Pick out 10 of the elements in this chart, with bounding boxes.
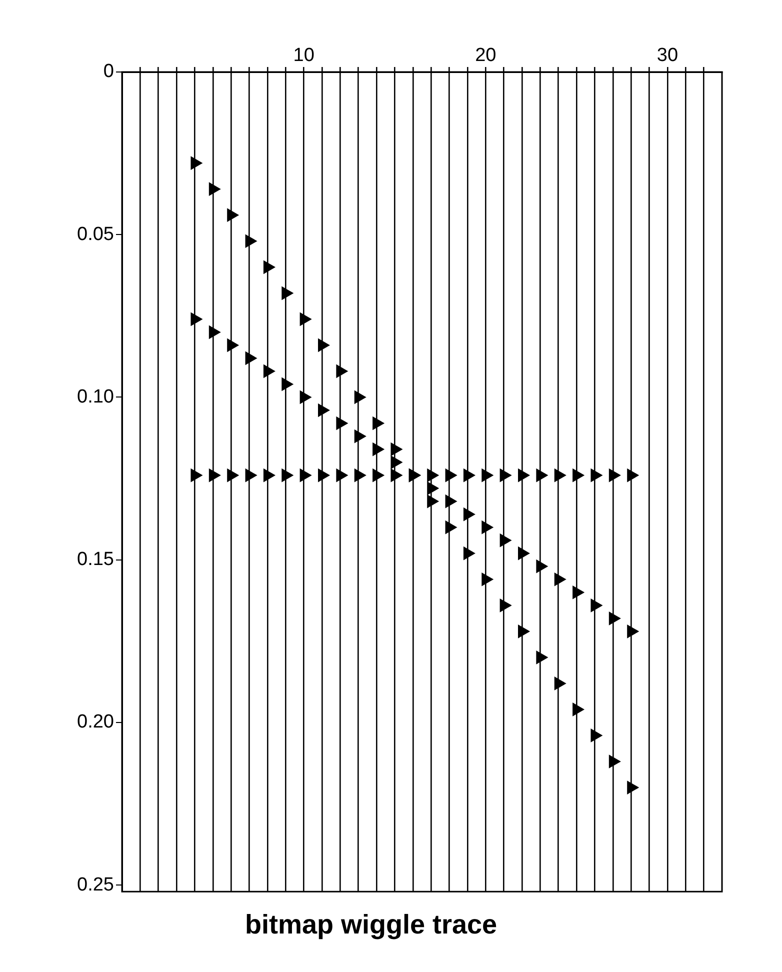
y-tick-label: 0.20 [77,712,114,733]
x-tick-label: 30 [656,44,678,66]
y-tick-label: 0.05 [77,224,114,245]
y-tick-label: 0 [103,61,114,82]
y-tick-label: 0.10 [77,386,114,408]
y-tick-label: 0.15 [77,549,114,570]
x-tick-label: 10 [293,44,314,66]
text: bitmap wiggle trace [244,909,498,940]
x-tick-label: 20 [475,44,496,66]
y-tick-label: 0.25 [77,874,114,896]
